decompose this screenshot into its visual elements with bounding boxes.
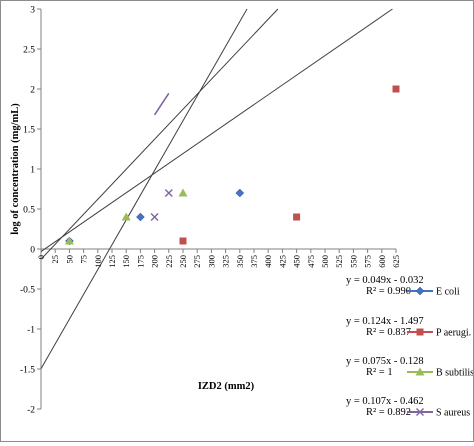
y-axis-title: log of concentration (mg/mL): [10, 103, 21, 235]
trendline-b-subtilis: [40, 8, 279, 260]
y-tick-label: -1: [27, 326, 35, 336]
trendline-equation: y = 0.049x - 0.032: [346, 275, 424, 286]
x-tick-label: 525: [334, 255, 344, 268]
data-point-square: [392, 85, 400, 93]
trendline-s-aureus: [153, 92, 170, 116]
trendline-p-aerugi: [40, 8, 248, 370]
x-tick-label: 500: [320, 255, 330, 268]
trendline-equation: y = 0.075x - 0.128: [346, 356, 424, 367]
x-tick-label: 25: [50, 255, 60, 264]
x-tick-label: 50: [64, 255, 74, 264]
trendline-e-coli: [40, 8, 393, 252]
x-tick-label: 575: [363, 255, 373, 268]
trendline-equation: y = 0.107x - 0.462: [346, 396, 424, 407]
x-tick-label: 325: [221, 255, 231, 268]
x-tick-label: 200: [150, 255, 160, 268]
y-tick-label: 3: [30, 6, 35, 16]
data-point-triangle: [178, 188, 188, 197]
x-tick-label: 625: [391, 255, 401, 268]
y-tick-label: 0: [30, 246, 35, 256]
data-point-square: [293, 213, 301, 221]
x-tick-label: 300: [206, 255, 216, 268]
x-tick-label: 250: [178, 255, 188, 268]
x-tick-label: 0: [36, 255, 46, 259]
x-tick-label: 350: [235, 255, 245, 268]
x-tick-label: 75: [79, 255, 89, 264]
data-point-cross: [164, 189, 173, 197]
legend-label: S aureus: [436, 408, 470, 419]
data-point-cross: [150, 213, 159, 221]
x-axis-title: IZD2 (mm2): [198, 381, 255, 392]
x-tick-label: 550: [348, 255, 358, 268]
y-tick-label: 2.5: [23, 46, 35, 56]
x-tick-label: 175: [135, 255, 145, 268]
data-point-diamond: [136, 212, 145, 222]
y-tick-label: 1: [30, 166, 35, 176]
trendline-equation: y = 0.124x - 1.497: [346, 316, 424, 327]
data-points-layer: [64, 85, 400, 246]
data-point-triangle: [64, 236, 74, 245]
y-tick-label: -2: [27, 406, 35, 416]
x-tick-label: 600: [377, 255, 387, 268]
x-tick-label: 150: [121, 255, 131, 268]
x-tick-label: 125: [107, 255, 117, 268]
legend-marker-triangle: [415, 367, 425, 376]
legend-label: P aerugi.: [436, 328, 471, 339]
x-tick-label: 400: [263, 255, 273, 268]
legend-marker-square: [416, 328, 424, 336]
x-tick-label: 275: [192, 255, 202, 268]
x-tick-label: 425: [277, 255, 287, 268]
y-tick-label: 1.5: [23, 126, 35, 136]
trendline-r-squared: R² = 0.990: [366, 286, 411, 297]
legend-marker-cross: [416, 408, 424, 416]
y-tick-label: 0.5: [23, 206, 35, 216]
legend-marker-diamond: [415, 286, 425, 296]
legend-label: B subtilis: [436, 368, 473, 379]
legend-label: E coli: [436, 287, 460, 298]
y-tick-label: 2: [30, 86, 35, 96]
trendline-r-squared: R² = 1: [366, 367, 393, 378]
x-tick-label: 450: [292, 255, 302, 268]
y-tick-label: -0.5: [20, 286, 35, 296]
data-point-diamond: [235, 188, 245, 198]
data-point-square: [179, 237, 187, 245]
x-tick-label: 225: [164, 255, 174, 268]
trendline-r-squared: R² = 0.837: [366, 327, 411, 338]
x-tick-label: 475: [306, 255, 316, 268]
x-tick-label: 375: [249, 255, 259, 268]
trendlines-layer: [40, 8, 393, 370]
x-tick-label: 100: [93, 255, 103, 268]
y-tick-label: -1.5: [20, 366, 35, 376]
data-point-triangle: [121, 212, 131, 221]
axes-layer: -2 -1.5 -1 -0.5 0 0.5 1 1.5 2 2.5 3 0 25 50 75 100 125 15…: [20, 6, 401, 416]
trendline-r-squared: R² = 0.892: [366, 407, 411, 418]
